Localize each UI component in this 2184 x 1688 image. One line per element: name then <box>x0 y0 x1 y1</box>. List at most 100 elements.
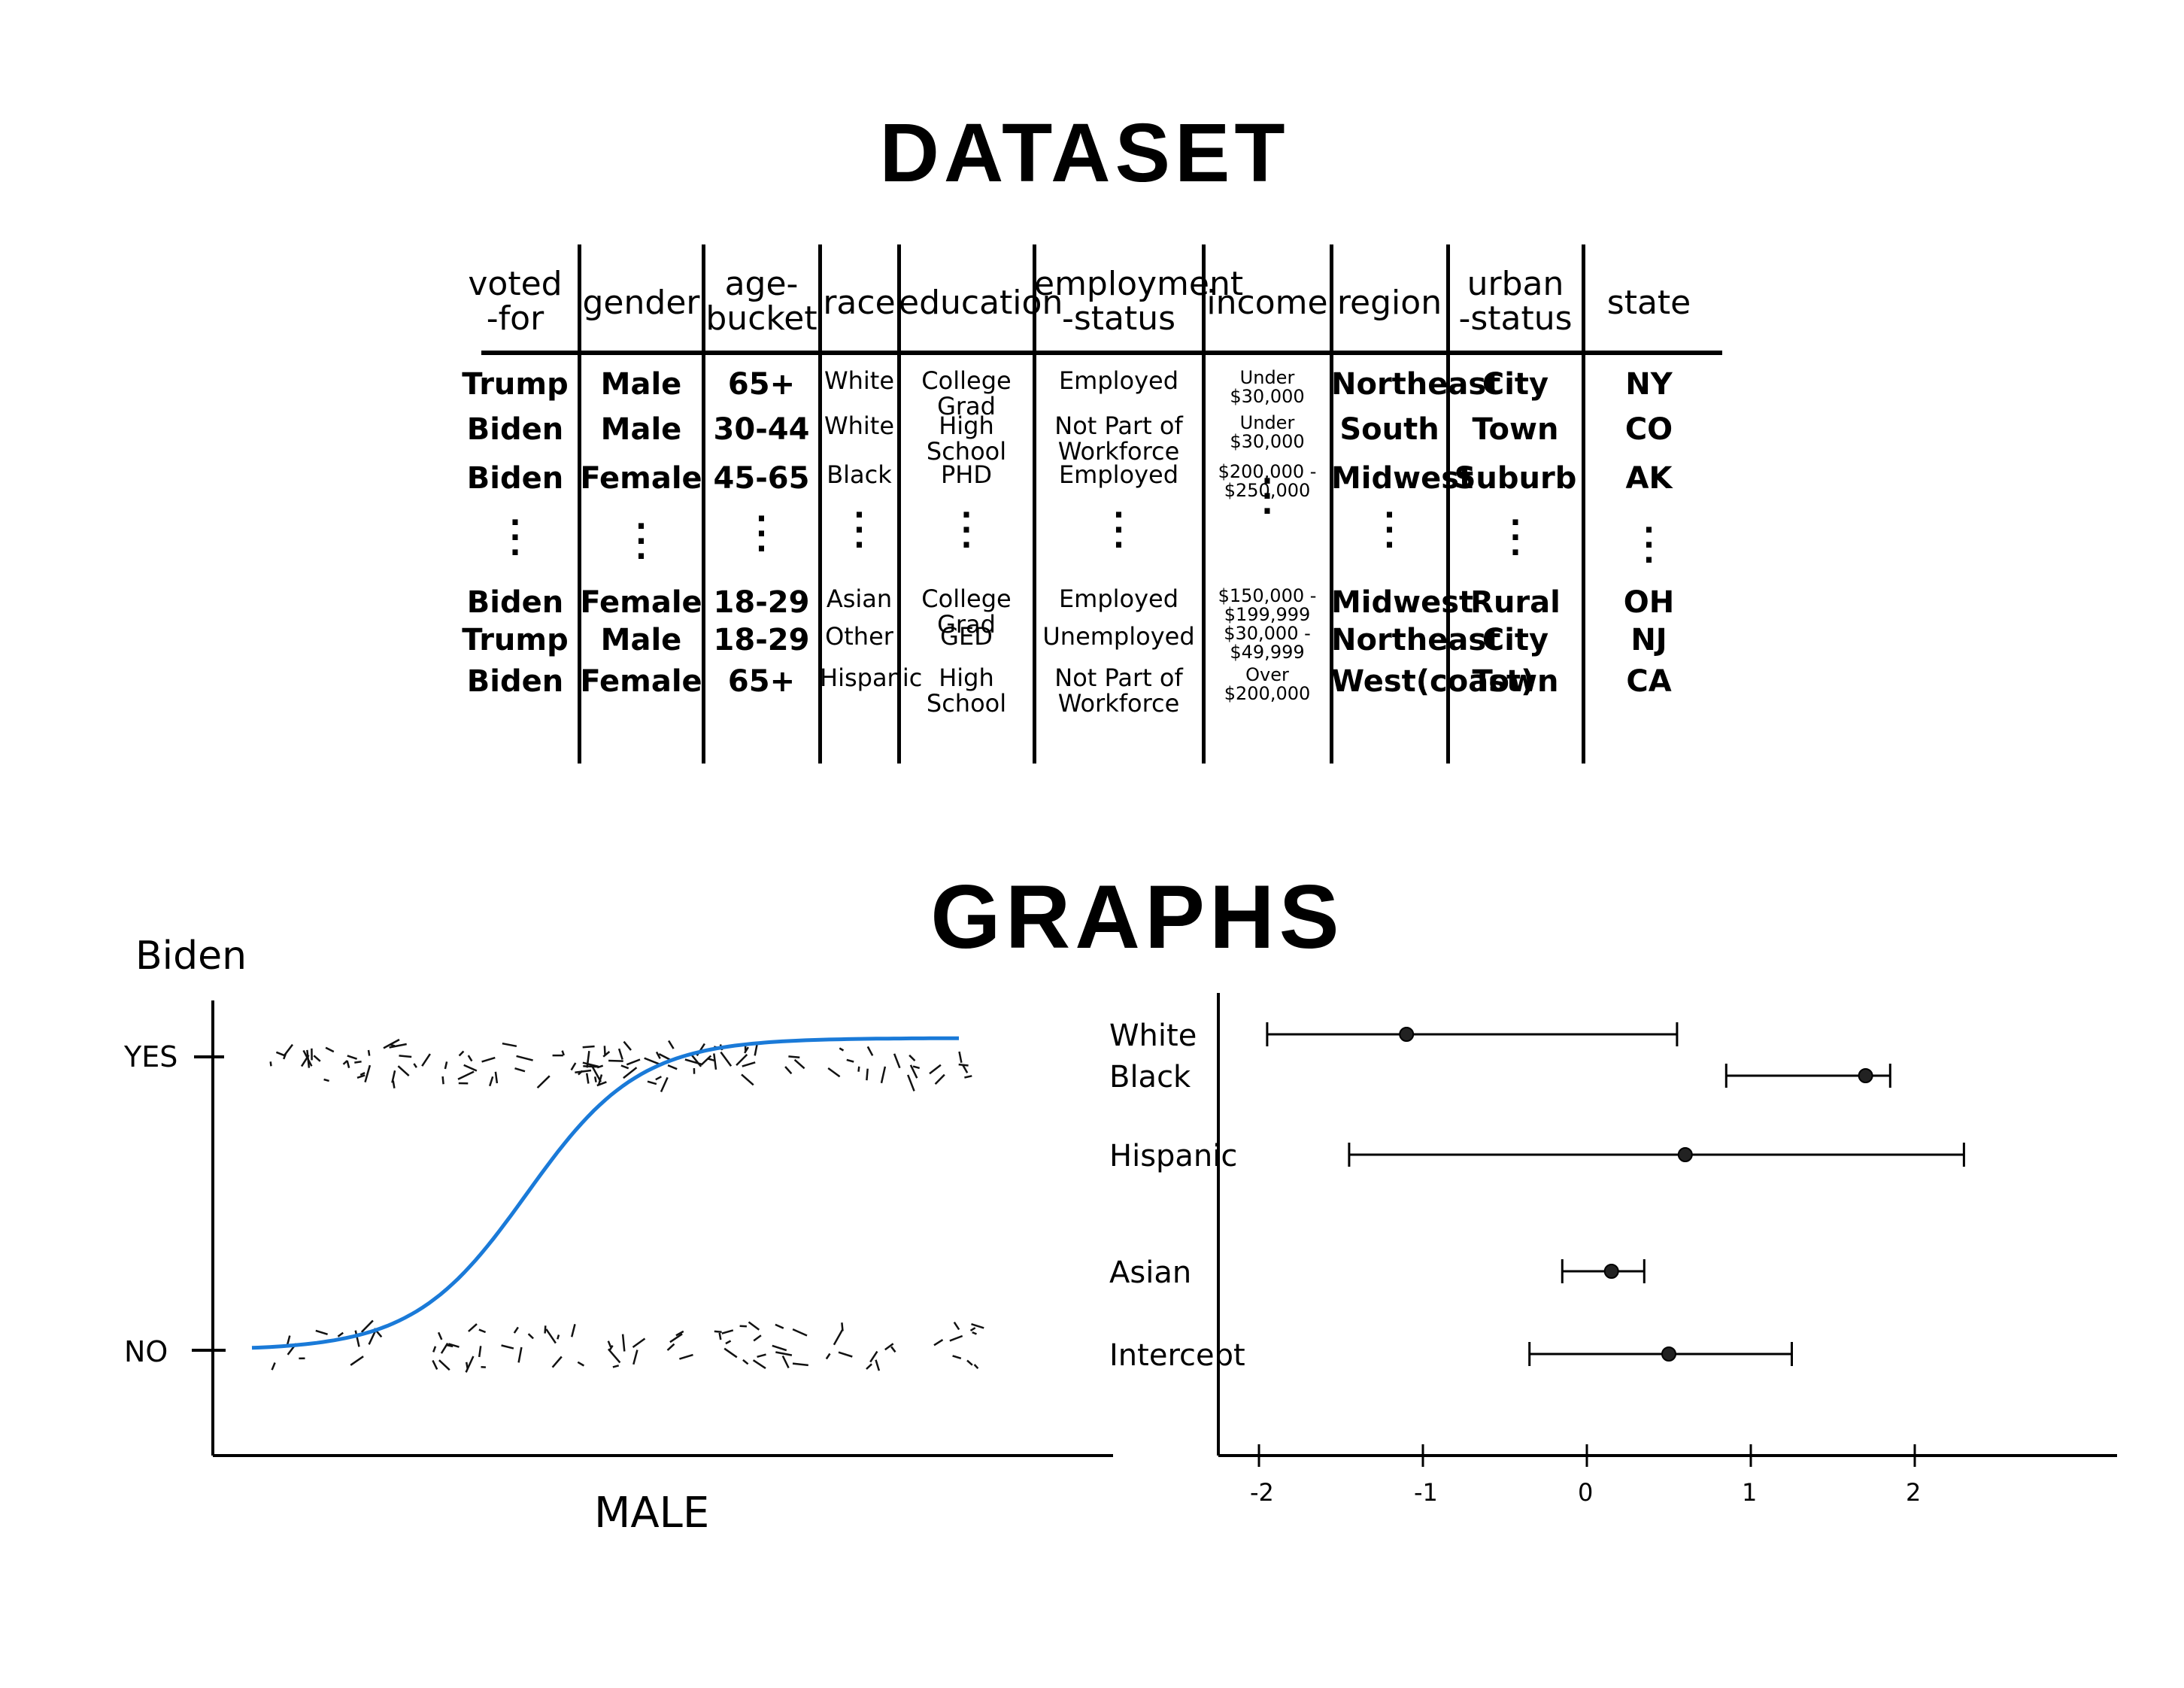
data-point-mark <box>545 1328 557 1344</box>
data-point-mark <box>666 1343 675 1351</box>
data-point-mark <box>718 1332 722 1340</box>
table-cell: Northeast <box>1331 367 1501 402</box>
table-cell: CO <box>1624 412 1673 447</box>
data-point-mark <box>866 1363 872 1370</box>
data-point-mark <box>313 1055 321 1062</box>
data-point-mark <box>561 1050 565 1056</box>
data-point-mark <box>440 1343 449 1354</box>
data-point-mark <box>342 1060 348 1065</box>
data-point-mark <box>720 1051 733 1067</box>
data-point-mark <box>463 1064 478 1072</box>
x-tick-label: -2 <box>1250 1478 1274 1507</box>
table-header-cell: race <box>823 284 896 322</box>
data-point-mark <box>438 1359 450 1371</box>
table-cell: High School <box>926 663 1007 718</box>
data-point-mark <box>838 1351 853 1358</box>
table-ellipsis: · · · <box>635 509 648 574</box>
data-point-mark <box>446 1343 453 1348</box>
data-point-mark <box>660 1076 669 1093</box>
point-estimate <box>1399 1027 1415 1042</box>
x-tick-label: 2 <box>1906 1478 1921 1507</box>
table-cell: White <box>824 411 895 440</box>
data-point-mark <box>582 1045 595 1049</box>
data-point-mark <box>966 1359 973 1366</box>
data-point-mark <box>271 1362 276 1371</box>
data-point-mark <box>741 1073 754 1086</box>
data-point-mark <box>647 1080 657 1085</box>
logistic-plot: Biden YES NO MALE <box>123 934 1113 1538</box>
data-point-mark <box>516 1055 533 1061</box>
data-point-mark <box>437 1331 443 1340</box>
data-point-mark <box>585 1073 590 1084</box>
data-point-mark <box>655 1076 662 1081</box>
data-point-mark <box>714 1330 722 1333</box>
data-point-mark <box>742 1359 749 1365</box>
data-point-mark <box>467 1055 473 1062</box>
data-point-mark <box>354 1330 360 1347</box>
table-cell: 65+ <box>727 664 796 699</box>
table-ellipsis: · · · <box>755 502 768 566</box>
point-estimate <box>1677 1147 1693 1162</box>
data-point-mark <box>593 1076 597 1082</box>
data-point-mark <box>866 1046 874 1056</box>
data-point-mark <box>607 1348 621 1364</box>
table-cell: White <box>824 366 895 395</box>
data-point-mark <box>478 1346 482 1358</box>
x-tick-label: 0 <box>1578 1478 1593 1507</box>
data-point-mark <box>502 1042 517 1048</box>
table-header-cell: employment -status <box>1034 265 1244 339</box>
table-cell: Employed <box>1058 366 1179 395</box>
data-point-mark <box>788 1055 800 1059</box>
data-point-mark <box>286 1335 291 1345</box>
data-point-mark <box>481 1056 496 1063</box>
data-point-mark <box>781 1355 790 1369</box>
table-cell: Female <box>580 585 702 620</box>
data-point-mark <box>337 1331 344 1337</box>
table-cell: Asian <box>826 584 893 613</box>
table-cell: 30-44 <box>713 412 810 447</box>
table-cell: 18-29 <box>713 585 810 620</box>
table-header-cell: state <box>1606 284 1691 322</box>
data-point-mark <box>325 1046 335 1053</box>
table-column-divider <box>897 244 901 764</box>
category-label: Hispanic <box>1109 1139 1237 1173</box>
data-point-mark <box>655 1051 661 1059</box>
data-point-mark <box>626 1058 641 1066</box>
dataset-title: DATASET <box>879 107 1290 199</box>
data-point-mark <box>825 1353 831 1360</box>
data-point-mark <box>323 1078 329 1082</box>
data-point-mark <box>623 1040 632 1051</box>
table-header-cell: education <box>899 284 1063 322</box>
table-cell: West(coast) <box>1331 664 1535 699</box>
data-point-mark <box>912 1065 921 1070</box>
table-column-divider <box>702 244 705 764</box>
data-point-mark <box>465 1362 469 1370</box>
table-cell: Biden <box>466 461 564 496</box>
data-point-mark <box>909 1064 918 1079</box>
data-point-mark <box>612 1365 620 1368</box>
data-point-mark <box>739 1325 747 1328</box>
table-cell: NY <box>1625 367 1673 402</box>
data-point-mark <box>383 1038 400 1049</box>
table-cell: Female <box>580 461 702 496</box>
data-point-mark <box>962 1064 969 1073</box>
table-column-divider <box>1033 244 1036 764</box>
data-point-mark <box>432 1359 438 1370</box>
data-point-mark <box>413 1063 417 1068</box>
table-column-divider <box>1202 244 1206 764</box>
data-point-mark <box>857 1066 860 1072</box>
data-point-mark <box>478 1328 487 1334</box>
data-point-mark <box>354 1061 362 1064</box>
table-cell: 18-29 <box>713 623 810 657</box>
table-cell: College Grad <box>921 584 1012 639</box>
table-cell: Midwest <box>1331 461 1474 496</box>
data-point-mark <box>772 1344 787 1352</box>
data-point-mark <box>623 1067 638 1079</box>
table-cell: Biden <box>466 585 564 620</box>
data-point-mark <box>684 1058 703 1066</box>
table-header-cell: region <box>1336 284 1442 322</box>
data-point-mark <box>283 1043 293 1057</box>
table-column-divider <box>1446 244 1450 764</box>
data-point-mark <box>591 1066 602 1082</box>
table-cell: Male <box>600 412 682 447</box>
